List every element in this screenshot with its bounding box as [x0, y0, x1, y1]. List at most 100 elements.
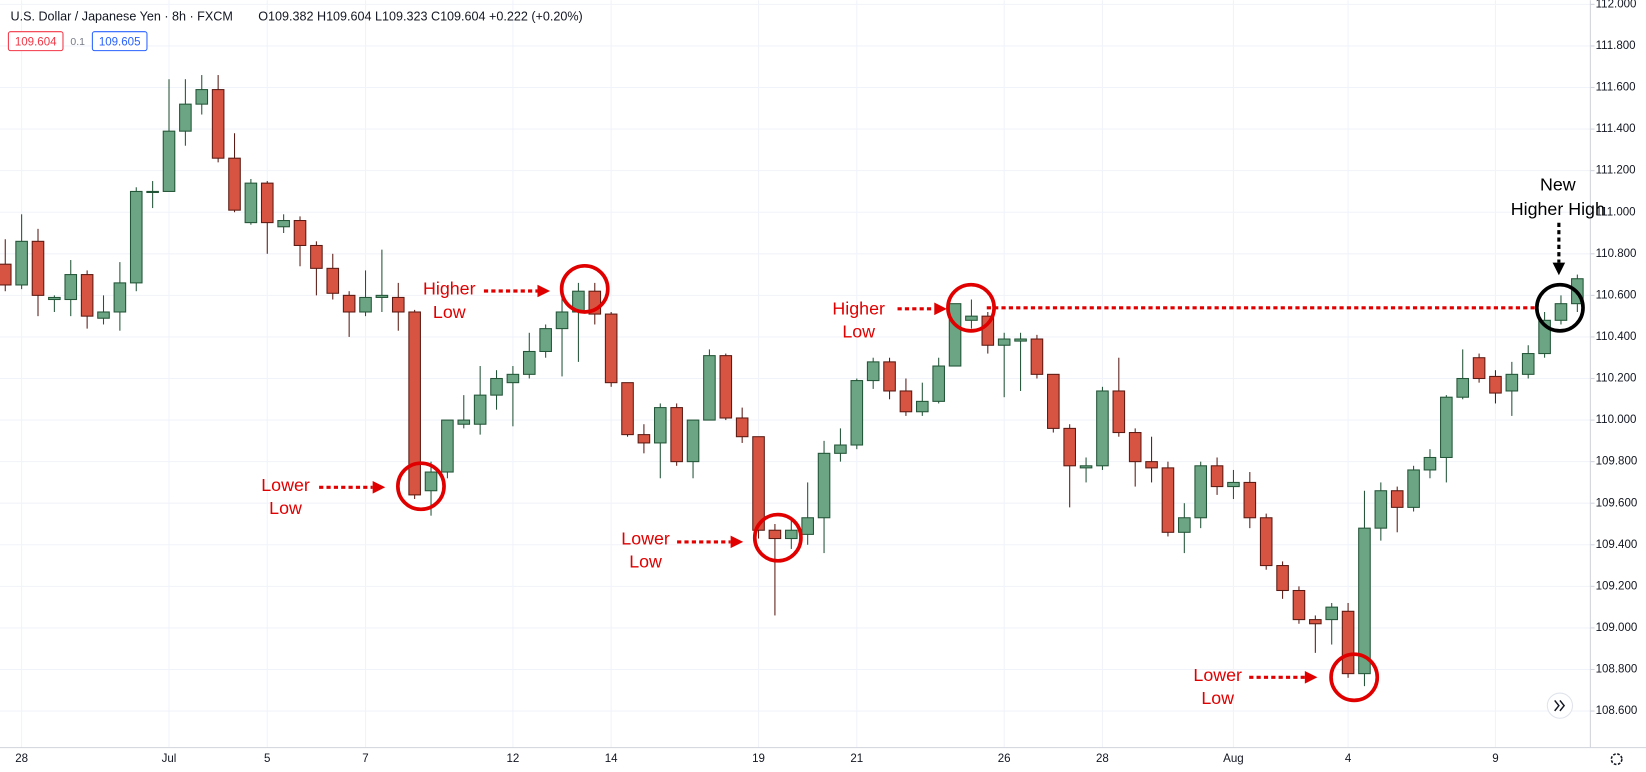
candle-body — [244, 182, 258, 224]
candle-body — [457, 419, 471, 425]
y-tick-label: 110.000 — [1596, 414, 1637, 426]
candle-body — [522, 350, 536, 375]
candle-body — [768, 529, 782, 540]
candle-body — [195, 89, 209, 105]
candle-body — [408, 311, 421, 496]
candle-body — [1030, 338, 1044, 375]
candle-body — [604, 313, 618, 384]
bid-price: 109.604 — [15, 36, 57, 48]
x-tick-label: 5 — [264, 753, 270, 765]
candle-body — [1292, 589, 1306, 621]
candle-body — [1145, 461, 1158, 469]
y-tick-label: 111.000 — [1596, 206, 1636, 218]
y-tick-label: 111.600 — [1596, 82, 1636, 94]
candle-body — [1079, 465, 1093, 469]
x-tick-label: 21 — [850, 753, 863, 765]
candle-body — [31, 240, 45, 296]
x-tick-label: 26 — [998, 753, 1011, 765]
scroll-button[interactable] — [1546, 692, 1574, 719]
x-tick-label: 9 — [1492, 753, 1498, 765]
candle-body — [1341, 610, 1355, 675]
candle-body — [228, 157, 241, 211]
candle-body — [129, 190, 143, 284]
candle-body — [1521, 353, 1535, 375]
candle-body — [866, 361, 880, 382]
annotation-circle — [752, 512, 803, 563]
candle-body — [752, 436, 765, 531]
y-tick-label: 109.600 — [1596, 497, 1638, 509]
candle-body — [162, 130, 176, 192]
y-tick-label: 110.400 — [1596, 331, 1637, 343]
candle-body — [899, 390, 913, 413]
candle-body — [1227, 481, 1240, 488]
annotation-text: Lower — [621, 529, 670, 549]
candle-body — [637, 434, 651, 444]
candle-body — [1456, 377, 1470, 398]
annotation-text: Higher — [832, 299, 885, 319]
x-tick-label: 7 — [362, 753, 368, 765]
candle-body — [441, 419, 454, 473]
candle-body — [932, 365, 945, 402]
candle-body — [424, 471, 438, 492]
annotation-text: New — [1540, 175, 1576, 195]
symbol-title: U.S. Dollar / Japanese Yen · 8h · FXCM — [10, 9, 232, 23]
annotation-circle — [1534, 282, 1585, 333]
candle-body — [1440, 396, 1453, 459]
candle-body — [310, 244, 323, 269]
candle-body — [342, 294, 356, 313]
y-tick-label: 110.800 — [1596, 248, 1637, 260]
candle-body — [260, 182, 274, 224]
candle-body — [621, 382, 634, 436]
y-tick-label: 111.400 — [1596, 123, 1636, 135]
candle-body — [784, 529, 798, 540]
candle-body — [1243, 481, 1257, 519]
candle-body — [1390, 490, 1404, 508]
ask-price: 109.605 — [99, 36, 141, 48]
y-tick-label: 112.000 — [1596, 0, 1637, 10]
arrow-head — [1552, 262, 1566, 276]
candle-body — [801, 517, 814, 535]
candle-body — [0, 263, 12, 286]
arrow-head — [1304, 671, 1318, 684]
candle-body — [1096, 390, 1109, 467]
x-tick-label: 12 — [506, 753, 519, 765]
candle-body — [506, 373, 520, 384]
candle-body — [473, 394, 487, 425]
candle-body — [703, 355, 716, 421]
annotation-text: Higher — [423, 279, 476, 299]
y-tick-label: 109.800 — [1596, 456, 1638, 468]
candle-body — [1178, 517, 1191, 533]
candle-body — [211, 89, 225, 159]
bid-box[interactable] — [7, 31, 64, 52]
candle-body — [1161, 467, 1175, 533]
candle-body — [817, 452, 831, 519]
candle-body — [653, 407, 667, 444]
annotation-text: Lower — [261, 475, 310, 495]
candle-body — [64, 274, 78, 301]
x-tick-label: 14 — [605, 753, 618, 765]
annotation-text: Low — [842, 322, 875, 342]
candle-body — [1358, 527, 1371, 675]
x-tick-label: 19 — [752, 753, 765, 765]
candle-body — [391, 296, 405, 313]
candle-body — [375, 294, 389, 298]
candle-body — [539, 328, 552, 353]
candle-body — [686, 419, 700, 463]
candle-body — [1210, 465, 1224, 488]
grid — [0, 0, 1591, 748]
annotation-text: Low — [1201, 688, 1234, 708]
y-tick-label: 109.200 — [1596, 580, 1638, 592]
ask-box[interactable] — [91, 31, 148, 52]
candle-body — [1472, 357, 1486, 380]
candle-body — [965, 315, 978, 321]
candle-body — [916, 400, 929, 413]
candle-body — [15, 240, 28, 286]
settings-button[interactable] — [1610, 753, 1623, 766]
candle-body — [293, 220, 307, 247]
candle-body — [179, 103, 192, 132]
x-tick-label: 4 — [1345, 753, 1352, 765]
candle-body — [1259, 517, 1273, 567]
candle-body — [1063, 427, 1076, 467]
